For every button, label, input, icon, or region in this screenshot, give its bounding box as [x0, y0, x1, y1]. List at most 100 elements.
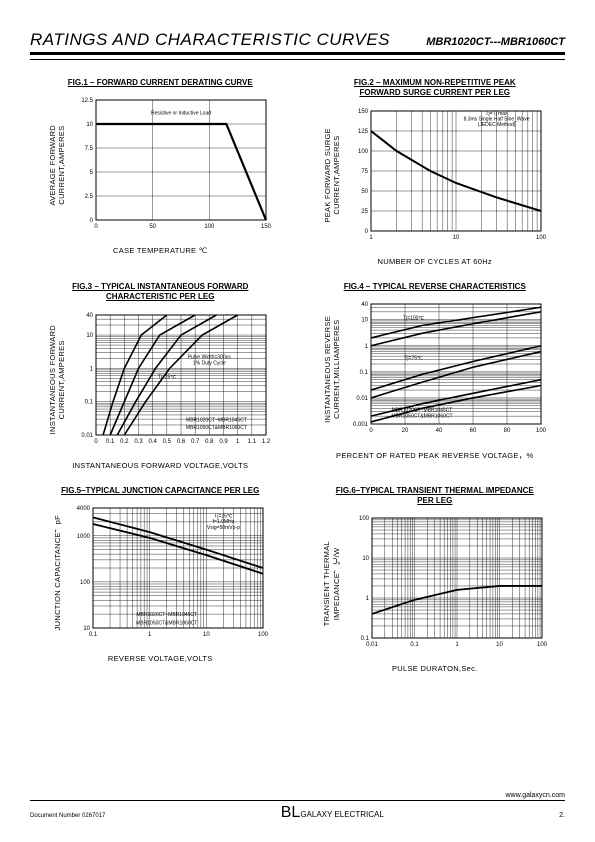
- chart-title: FIG.5–TYPICAL JUNCTION CAPACITANCE PER L…: [61, 486, 259, 496]
- chart: FIG.4 – TYPICAL REVERSE CHARACTERISTICSI…: [309, 282, 562, 470]
- svg-text:0: 0: [90, 218, 94, 224]
- svg-text:10: 10: [203, 632, 210, 638]
- svg-text:Tj=25℃: Tj=25℃: [158, 374, 177, 380]
- header-rule: [30, 59, 565, 60]
- svg-text:50: 50: [150, 224, 157, 230]
- svg-text:0.1: 0.1: [85, 399, 94, 405]
- y-axis-label: INSTANTANEOUS REVERSECURRENT,MILLIAMPERE…: [323, 316, 341, 423]
- svg-text:MBR1020CT~MBR1045CT: MBR1020CT~MBR1045CT: [186, 417, 247, 423]
- chart: FIG.3 – TYPICAL INSTANTANEOUS FORWARDCHA…: [34, 282, 287, 470]
- svg-text:10: 10: [87, 333, 94, 339]
- svg-text:0.9: 0.9: [220, 439, 229, 445]
- svg-text:0: 0: [369, 428, 373, 434]
- svg-text:4000: 4000: [76, 506, 90, 512]
- chart-title: FIG.6–TYPICAL TRANSIENT THERMAL IMPEDANC…: [336, 486, 534, 507]
- svg-text:0: 0: [364, 229, 368, 235]
- chart-title: FIG.1 – FORWARD CURRENT DERATING CURVE: [68, 78, 253, 88]
- svg-text:10: 10: [496, 642, 503, 648]
- x-axis-label: REVERSE VOLTAGE,VOLTS: [108, 654, 213, 663]
- x-axis-label: NUMBER OF CYCLES AT 60Hz: [378, 257, 492, 266]
- svg-text:1: 1: [90, 366, 94, 372]
- x-axis-label: PERCENT OF RATED PEAK REVERSE VOLTAGE，%: [336, 450, 533, 461]
- svg-text:Tj=75℃: Tj=75℃: [404, 356, 423, 362]
- svg-text:MBR1050CT&MBR1060CT: MBR1050CT&MBR1060CT: [136, 620, 197, 626]
- svg-text:150: 150: [358, 109, 369, 115]
- svg-text:25: 25: [361, 209, 368, 215]
- svg-text:1.1: 1.1: [248, 439, 257, 445]
- svg-text:0.01: 0.01: [366, 642, 378, 648]
- brand-text: GALAXY ELECTRICAL: [300, 810, 383, 819]
- svg-text:100: 100: [537, 642, 548, 648]
- chart-plot: 0.11101001010010004000Tj=25℃f=1.0MHzVsig…: [65, 502, 269, 644]
- y-axis-label: INSTANTANEOUS FORWARDCURRENT,AMPERES: [48, 325, 66, 434]
- svg-text:0.01: 0.01: [356, 396, 368, 402]
- page-number: 2.: [559, 812, 565, 819]
- svg-text:0.1: 0.1: [89, 632, 98, 638]
- svg-text:10: 10: [362, 556, 369, 562]
- y-axis-label: PEAK FORWARD SURGECURRENT,AMPERES: [323, 128, 341, 223]
- svg-text:Pulse Width=300us: Pulse Width=300us: [188, 354, 232, 360]
- svg-text:150: 150: [261, 224, 272, 230]
- svg-text:10: 10: [452, 235, 459, 241]
- svg-text:60: 60: [469, 428, 476, 434]
- page-header: RATINGS AND CHARACTERISTIC CURVES MBR102…: [30, 30, 565, 55]
- svg-text:100: 100: [80, 580, 91, 586]
- svg-text:(JEDEC Method): (JEDEC Method): [477, 122, 515, 128]
- svg-text:40: 40: [435, 428, 442, 434]
- svg-text:1: 1: [365, 596, 369, 602]
- svg-text:1000: 1000: [76, 534, 90, 540]
- page-title: RATINGS AND CHARACTERISTIC CURVES: [30, 30, 390, 50]
- svg-text:1: 1: [236, 439, 240, 445]
- svg-text:Vsig=50mVp-p: Vsig=50mVp-p: [207, 525, 240, 531]
- svg-text:0.1: 0.1: [359, 370, 368, 376]
- chart: FIG.2 – MAXIMUM NON-REPETITIVE PEAKFORWA…: [309, 78, 562, 266]
- chart-plot: 0.010.11101000.1110100: [344, 512, 548, 654]
- chart-plot: 05010015002.557.51012.5Resistive or Indu…: [68, 94, 272, 236]
- svg-text:MBR1050CT&MBR1060CT: MBR1050CT&MBR1060CT: [391, 414, 452, 420]
- svg-text:12.5: 12.5: [82, 98, 94, 104]
- svg-text:1: 1: [364, 344, 368, 350]
- footer-url: www.galaxycn.com: [30, 792, 565, 801]
- svg-text:40: 40: [87, 313, 94, 319]
- svg-text:0.1: 0.1: [106, 439, 115, 445]
- x-axis-label: PULSE DURATON,Sec.: [392, 664, 478, 673]
- document-number: Document Number 0267017: [30, 813, 105, 819]
- svg-text:40: 40: [361, 302, 368, 308]
- svg-text:Tj=100℃: Tj=100℃: [403, 316, 424, 322]
- svg-text:f=1.0MHz: f=1.0MHz: [212, 519, 234, 525]
- svg-text:75: 75: [361, 169, 368, 175]
- svg-text:0.3: 0.3: [135, 439, 144, 445]
- svg-text:5: 5: [90, 170, 94, 176]
- chart: FIG.6–TYPICAL TRANSIENT THERMAL IMPEDANC…: [309, 486, 562, 674]
- y-axis-label: JUNCTION CAPACITANCE，pF: [52, 515, 63, 630]
- svg-text:0: 0: [95, 224, 99, 230]
- svg-text:0.5: 0.5: [163, 439, 172, 445]
- svg-text:1: 1: [369, 235, 373, 241]
- svg-text:0.6: 0.6: [177, 439, 186, 445]
- chart: FIG.5–TYPICAL JUNCTION CAPACITANCE PER L…: [34, 486, 287, 674]
- svg-text:10: 10: [361, 318, 368, 324]
- svg-text:0.7: 0.7: [191, 439, 200, 445]
- svg-text:0.001: 0.001: [353, 422, 369, 428]
- svg-text:100: 100: [205, 224, 216, 230]
- chart: FIG.1 – FORWARD CURRENT DERATING CURVEAV…: [34, 78, 287, 266]
- svg-text:10: 10: [83, 626, 90, 632]
- svg-text:80: 80: [503, 428, 510, 434]
- svg-text:0.2: 0.2: [120, 439, 129, 445]
- svg-text:20: 20: [401, 428, 408, 434]
- svg-text:0.4: 0.4: [149, 439, 158, 445]
- svg-text:1: 1: [455, 642, 459, 648]
- svg-text:100: 100: [536, 235, 547, 241]
- svg-text:0.1: 0.1: [410, 642, 419, 648]
- svg-text:7.5: 7.5: [85, 146, 94, 152]
- svg-text:100: 100: [359, 516, 370, 522]
- y-axis-label: TRANSIENT THERMALIMPEDANCE，℃/W: [322, 541, 342, 626]
- svg-text:50: 50: [361, 189, 368, 195]
- chart-plot: 00.10.20.30.40.50.60.70.80.911.11.20.010…: [68, 309, 272, 451]
- svg-text:0.8: 0.8: [205, 439, 214, 445]
- chart-plot: 1101000255075100125150Tj=Tj max8.3ms Sin…: [343, 105, 547, 247]
- svg-text:2.5: 2.5: [85, 194, 94, 200]
- brand-logo: BL: [281, 804, 301, 821]
- charts-grid: FIG.1 – FORWARD CURRENT DERATING CURVEAV…: [30, 78, 565, 673]
- chart-plot: 0204060801000.0010.010.111040Tj=100℃Tj=7…: [343, 298, 547, 440]
